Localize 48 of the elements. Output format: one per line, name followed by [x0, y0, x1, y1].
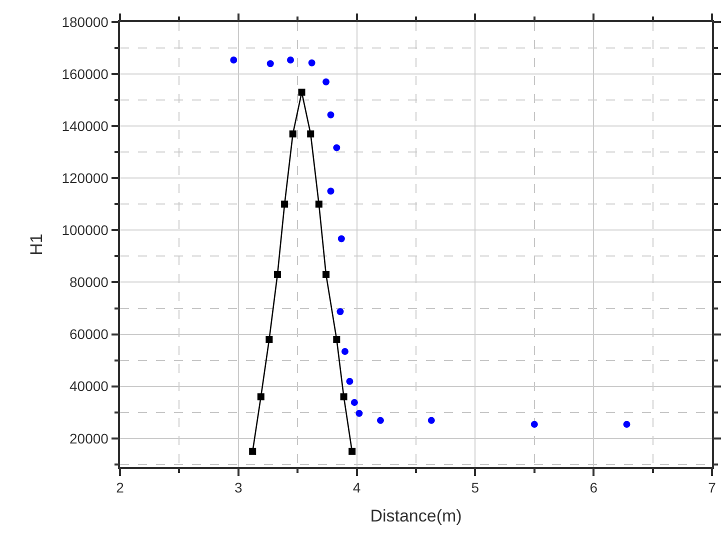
point — [356, 410, 363, 417]
point — [336, 308, 344, 316]
point — [289, 130, 296, 138]
point — [333, 336, 340, 343]
point — [298, 88, 306, 96]
x-tick-label: 6 — [590, 480, 598, 496]
point — [341, 348, 348, 355]
point — [530, 420, 538, 428]
x-tick-label: 3 — [234, 480, 242, 496]
point — [307, 130, 314, 138]
point — [281, 200, 288, 208]
x-tick-label: 5 — [471, 480, 480, 496]
y-tick-label: 100000 — [62, 222, 109, 238]
y-tick-label: 60000 — [70, 326, 109, 342]
point — [348, 448, 356, 455]
point — [350, 398, 358, 406]
point — [315, 200, 322, 208]
point — [308, 59, 316, 66]
x-tick-label: 2 — [116, 480, 124, 496]
point — [274, 270, 281, 278]
point — [266, 60, 274, 68]
x-axis-title: Distance(m) — [370, 506, 462, 526]
point — [346, 378, 354, 385]
x-tick-label: 4 — [352, 480, 361, 496]
y-tick-label: 40000 — [70, 378, 109, 394]
y-tick-label: 20000 — [70, 430, 109, 446]
x-tick-label: 7 — [708, 480, 716, 496]
point — [333, 144, 340, 152]
point — [266, 336, 273, 343]
point — [623, 420, 630, 428]
point — [338, 235, 345, 242]
point — [327, 111, 334, 118]
point — [322, 270, 330, 278]
point — [257, 393, 264, 400]
point — [376, 416, 384, 424]
point — [249, 448, 256, 455]
point — [428, 416, 435, 424]
y-tick-label: 80000 — [70, 274, 109, 290]
y-tick-label: 120000 — [62, 170, 109, 186]
y-axis-title: H1 — [26, 234, 46, 256]
point — [230, 56, 238, 64]
y-tick-label: 160000 — [62, 66, 109, 82]
y-tick-label: 140000 — [62, 118, 109, 134]
point — [287, 56, 294, 64]
y-tick-label: 180000 — [62, 14, 109, 30]
point — [322, 78, 330, 86]
point — [327, 188, 334, 195]
point — [340, 393, 348, 400]
